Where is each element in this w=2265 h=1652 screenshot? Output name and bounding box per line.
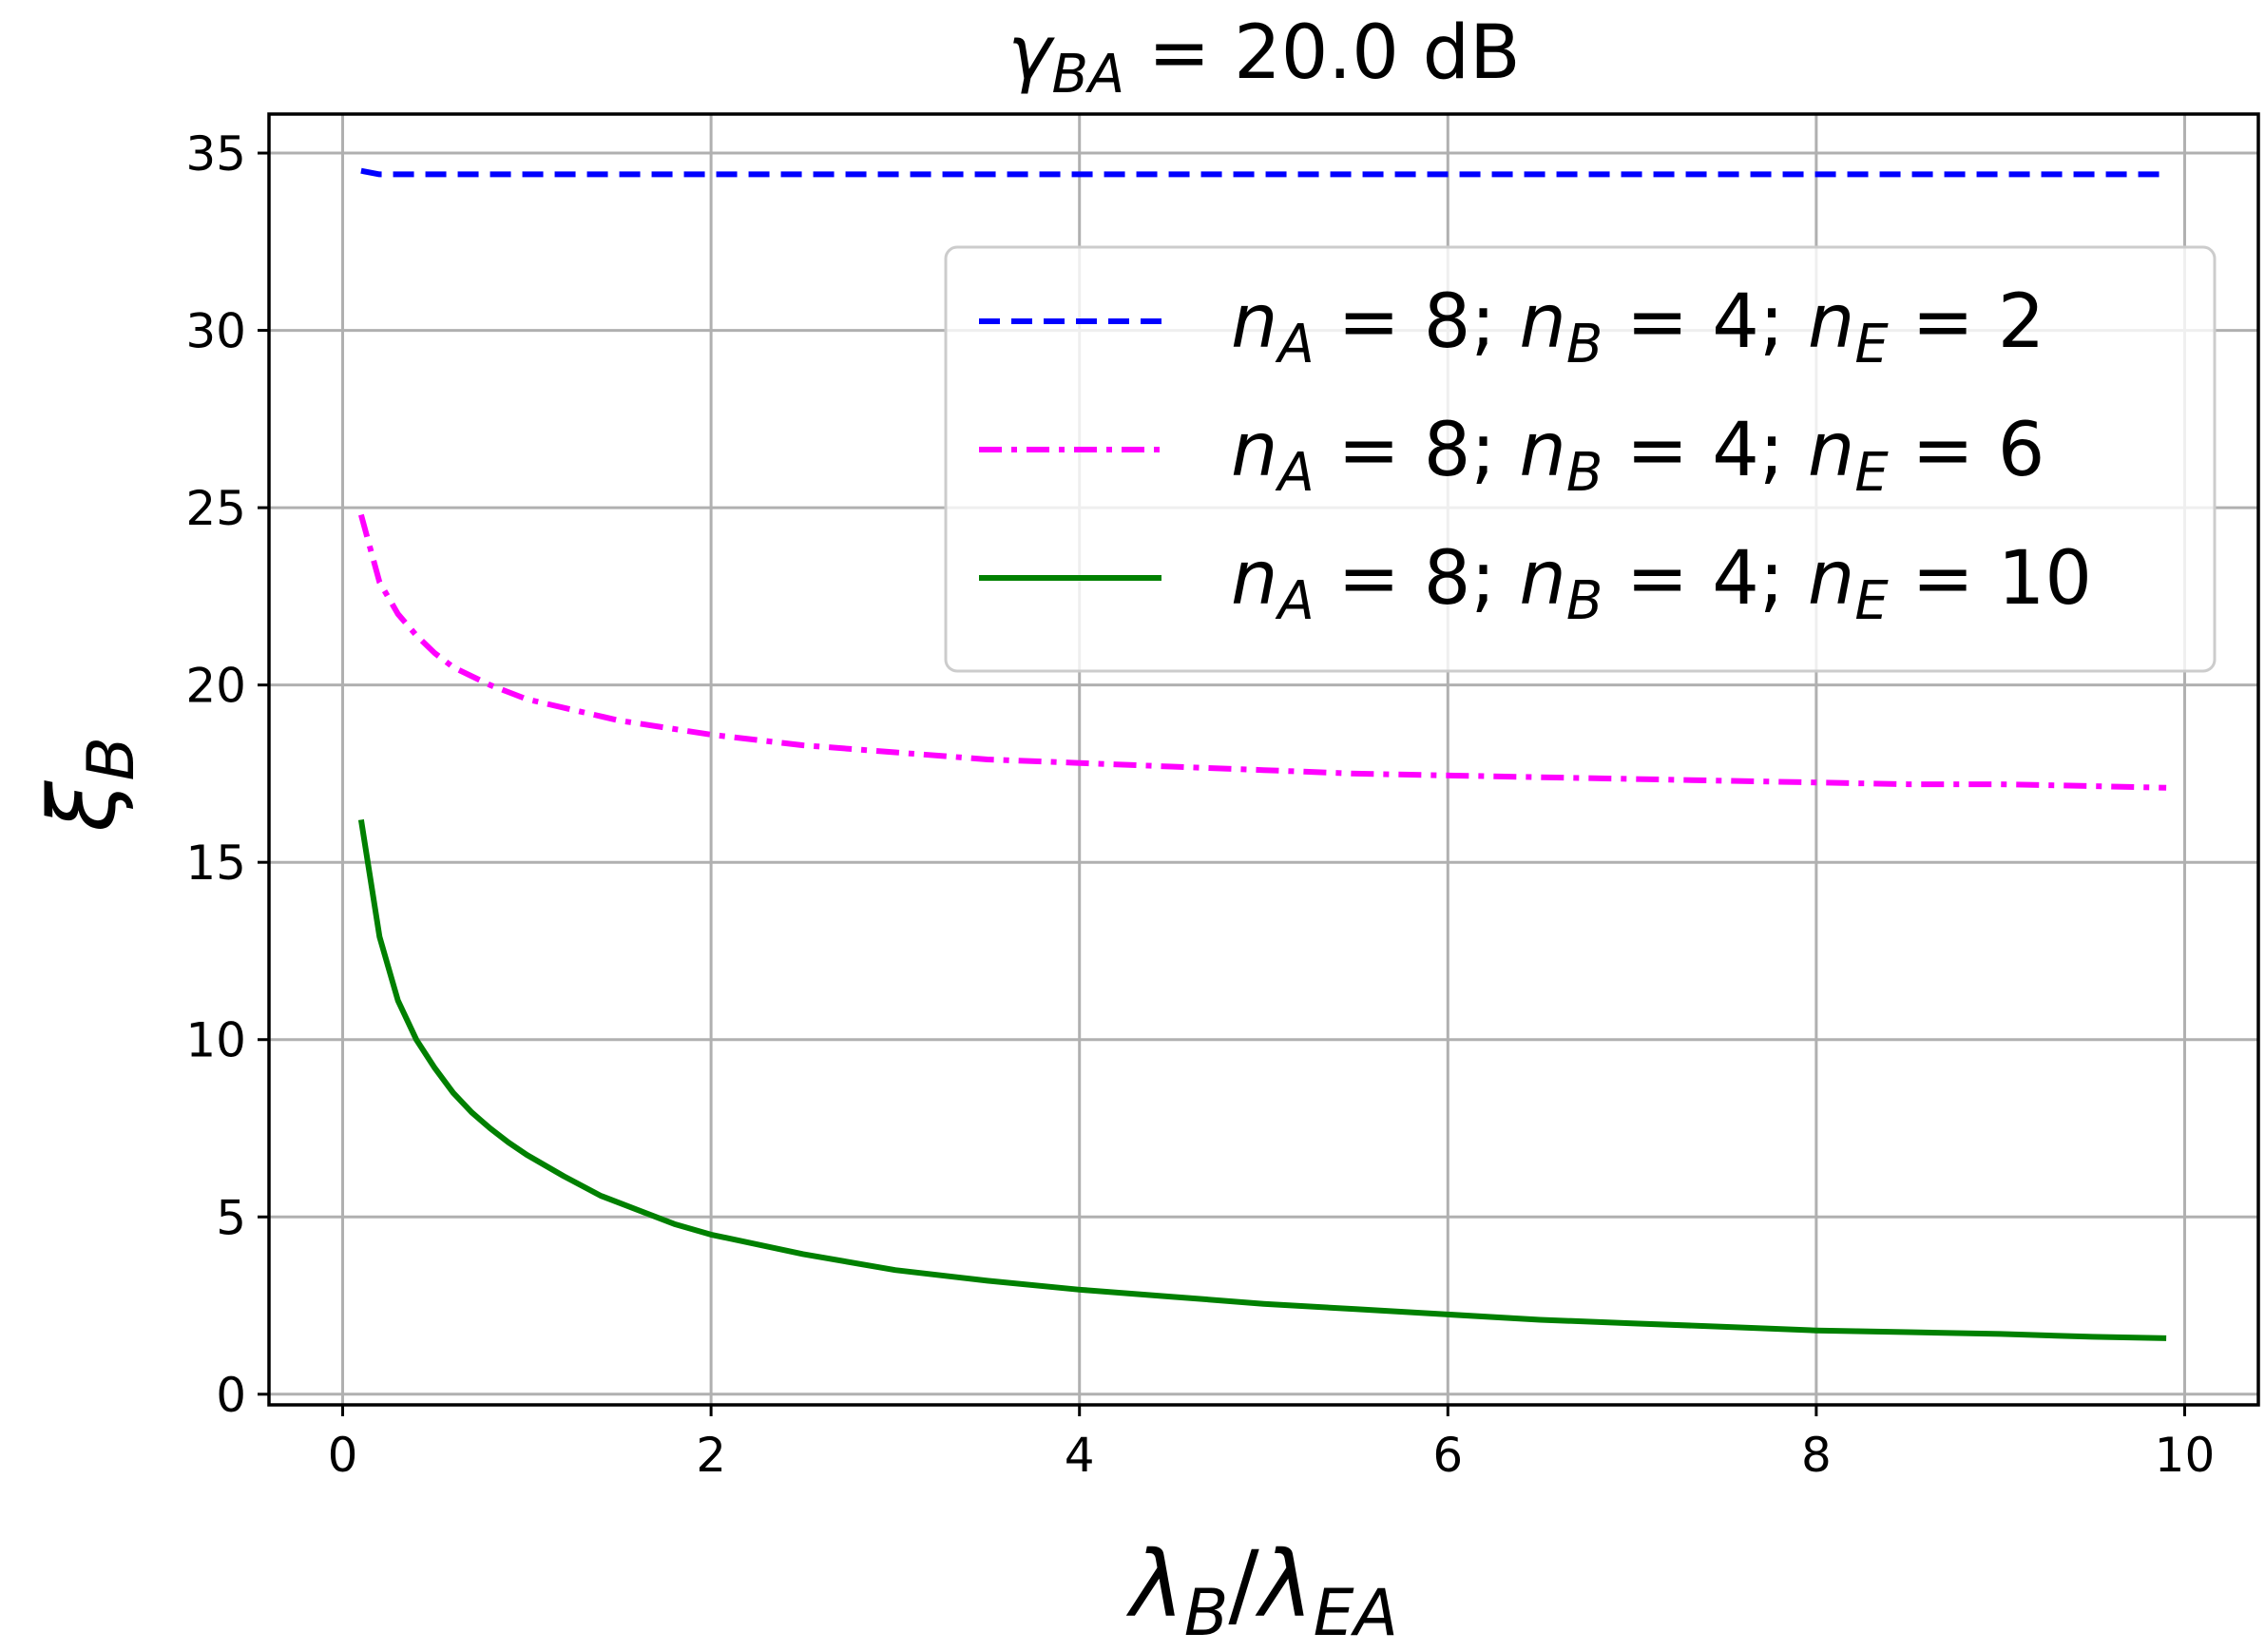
y-tick-label: 5 (216, 1190, 246, 1245)
x-axis-label: λB/λEA (1125, 1531, 1398, 1651)
x-tick-label: 0 (328, 1428, 358, 1483)
legend-label-3: nA = 8; nB = 4; nE = 10 (1231, 536, 2092, 632)
chart-title: γBA = 20.0 dB (1008, 10, 1520, 106)
y-tick-label: 30 (185, 304, 246, 359)
legend-label-2: nA = 8; nB = 4; nE = 6 (1231, 408, 2044, 504)
x-tick-label: 2 (696, 1428, 726, 1483)
plot-frame (267, 112, 2260, 1407)
x-label-denominator: λ (1255, 1531, 1314, 1638)
y-label-symbol: ξ (29, 779, 136, 833)
series-line-2 (358, 513, 2167, 791)
x-label-denominator-sub: EA (1314, 1576, 1398, 1651)
x-tick-label: 10 (2155, 1428, 2216, 1483)
x-label-numerator: λ (1125, 1531, 1184, 1638)
title-subscript: BA (1052, 44, 1125, 106)
series-line-3 (357, 818, 2167, 1341)
legend-label-1: nA = 8; nB = 4; nE = 2 (1231, 279, 2044, 375)
legend: nA = 8; nB = 4; nE = 2 nA = 8; nB = 4; nE… (944, 245, 2217, 673)
y-tick-label: 25 (185, 481, 246, 536)
x-label-slash: / (1228, 1531, 1259, 1638)
series-line-1 (360, 167, 2167, 178)
ticks: 0 2 4 6 8 10 0 5 10 15 20 25 30 35 (185, 126, 2215, 1483)
legend-box (944, 245, 2217, 673)
y-tick-label: 35 (185, 126, 246, 182)
x-label-numerator-sub: B (1184, 1576, 1229, 1651)
x-tick-label: 8 (1801, 1428, 1832, 1483)
title-symbol: γ (1008, 10, 1055, 96)
x-tick-label: 4 (1065, 1428, 1095, 1483)
y-tick-label: 20 (185, 659, 246, 714)
y-label-subscript: B (74, 737, 149, 781)
series-layer (357, 167, 2167, 1341)
legend-items: nA = 8; nB = 4; nE = 2 nA = 8; nB = 4; nE… (979, 279, 2092, 632)
x-tick-label: 6 (1432, 1428, 1463, 1483)
y-tick-label: 0 (216, 1368, 246, 1423)
y-tick-label: 10 (185, 1013, 246, 1068)
y-axis-label: ξB (29, 737, 149, 833)
y-tick-label: 15 (185, 836, 246, 891)
title-rest: = 20.0 dB (1124, 10, 1520, 96)
